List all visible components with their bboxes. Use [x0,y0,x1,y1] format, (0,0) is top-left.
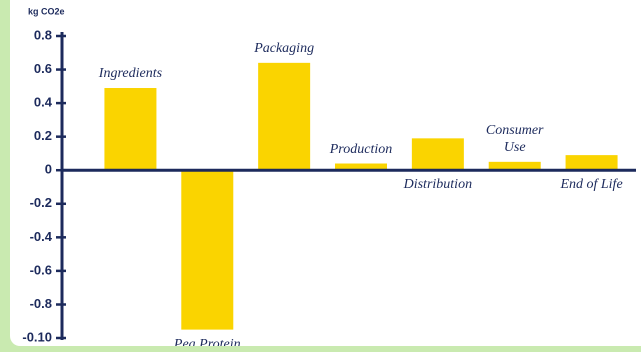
bar [565,155,618,171]
bar [411,138,464,171]
bar [258,62,311,171]
y-tick-label: 0.2 [34,128,52,143]
bar [335,163,387,171]
category-label: Consumer Use [485,122,544,155]
chart: kg CO2e 0.8 0.6 0.4 0.2 0 -0.2 -0.4 -0.6 -0.8 -0.… [22,6,636,344]
y-tick-label: 0.4 [34,95,53,110]
category-label: Production [329,141,393,157]
category-label: End of Life [560,177,623,193]
y-tick-label: 0 [45,162,52,177]
y-tick-label: -0.4 [30,229,53,244]
category-label: Distribution [403,177,473,193]
y-axis-label: kg CO2e [28,6,65,16]
y-tick-label: -0.2 [30,195,52,210]
y-tick-label: 0.6 [34,61,52,76]
y-tick-label: -0.10 [22,329,52,344]
chart-panel: kg CO2e 0.8 0.6 0.4 0.2 0 -0.2 -0.4 -0.6 -0.8 -0.… [10,0,641,346]
category-label: Ingredients [98,66,163,81]
category-label: Pea Protein [173,336,241,346]
bar [488,161,541,171]
bar [181,170,234,330]
y-tick-label: 0.8 [34,27,52,42]
y-tick-label: -0.8 [30,296,52,311]
y-tick-label: -0.6 [30,262,52,277]
category-label: Packaging [254,40,315,56]
bar [104,88,157,171]
